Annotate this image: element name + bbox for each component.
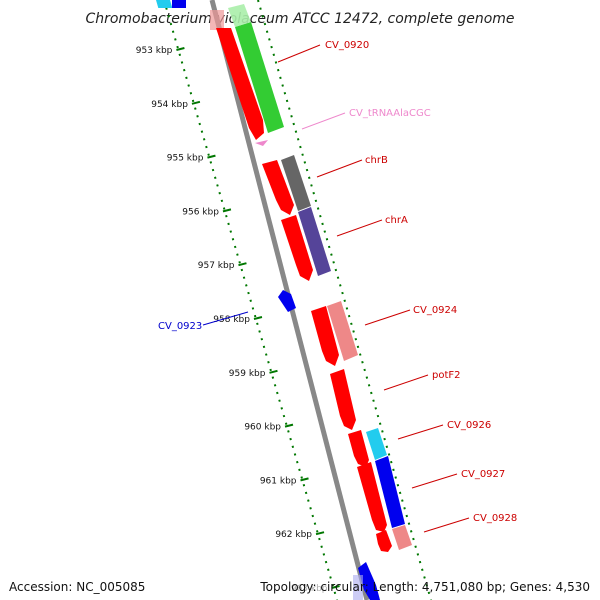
tick-mark [222,208,232,213]
feature-pink-small [392,525,412,550]
cds-CV_0924 [311,306,339,366]
trna-feature [255,140,268,146]
tick-mark [269,369,278,374]
tick-label: 958 kbp [213,315,250,325]
gene-label-chrA[interactable]: chrA [385,215,408,226]
feature-blue [375,456,405,528]
gene-label-potF2[interactable]: potF2 [432,370,461,381]
tick-label: 953 kbp [136,46,173,56]
cds-CV_0923 [278,290,296,312]
tick-mark [191,100,201,105]
accession-text: Accession: NC_005085 [9,580,146,594]
cds-CV_0926 [348,430,369,467]
tick-mark [176,47,185,51]
tick-mark [207,154,216,159]
gene-label-CV_0920[interactable]: CV_0920 [325,40,369,51]
gene-label-CV_0923[interactable]: CV_0923 [158,321,202,332]
feature-cyan [366,428,387,460]
inner-dotted-track [163,0,338,600]
feature-blue-bottom [358,562,380,600]
tick-mark [253,316,263,320]
tick-label: 955 kbp [167,154,204,164]
tick-mark [315,531,325,536]
tick-label: 954 kbp [151,100,188,110]
feature-green [235,22,284,133]
cds-features [216,28,392,552]
tick-label: 961 kbp [260,476,297,486]
leader-lines [202,44,470,533]
cds-CV_0920 [216,28,264,140]
gene-label-CV_0924[interactable]: CV_0924 [413,305,457,316]
cds-potF2 [330,369,356,430]
gene-label-CV_0926[interactable]: CV_0926 [447,420,491,431]
feature-cyan-top [156,0,173,8]
tick-label: 956 kbp [182,207,219,217]
feature-gray [281,155,311,211]
tick-mark [300,477,309,482]
cds-chrA [281,215,313,281]
tick-label: 959 kbp [229,369,266,379]
gene-label-chrB[interactable]: chrB [365,155,388,166]
map-title: Chromobacterium violaceum ATCC 12472, co… [85,11,514,27]
outer-dotted-track [257,0,432,600]
tick-label: 963 kbp [291,584,328,594]
gene-label-CV_0928[interactable]: CV_0928 [473,513,517,524]
cds-chrB [262,160,294,215]
feature-pink [327,301,358,361]
feature-blue-top [172,0,186,8]
tick-mark [284,423,294,428]
gene-label-CV_0927[interactable]: CV_0927 [461,469,505,480]
tick-mark [331,585,340,589]
gene-labels: CV_0920 CV_tRNAAlaCGC chrB chrA CV_0924 … [158,40,517,524]
feature-pink-top [210,10,224,30]
tick-label: 962 kbp [275,530,312,540]
tick-mark [238,262,247,267]
tick-label: 960 kbp [244,423,281,433]
gene-label-CV_tRNAAlaCGC[interactable]: CV_tRNAAlaCGC [349,108,431,119]
outer-features [228,4,412,600]
tick-label: 957 kbp [198,261,235,271]
cds-CV_0927 [357,462,387,532]
tick-group: 953 kbp 954 kbp 955 kbp 956 kbp 957 kbp 958 k… [136,46,340,594]
cds-CV_0928 [376,530,392,552]
genome-summary-text: Topology: circular; Length: 4,751,080 bp… [260,580,590,594]
feature-purple [298,207,331,276]
feature-green-fade [228,4,251,27]
feature-bottom-lavender [353,575,363,600]
